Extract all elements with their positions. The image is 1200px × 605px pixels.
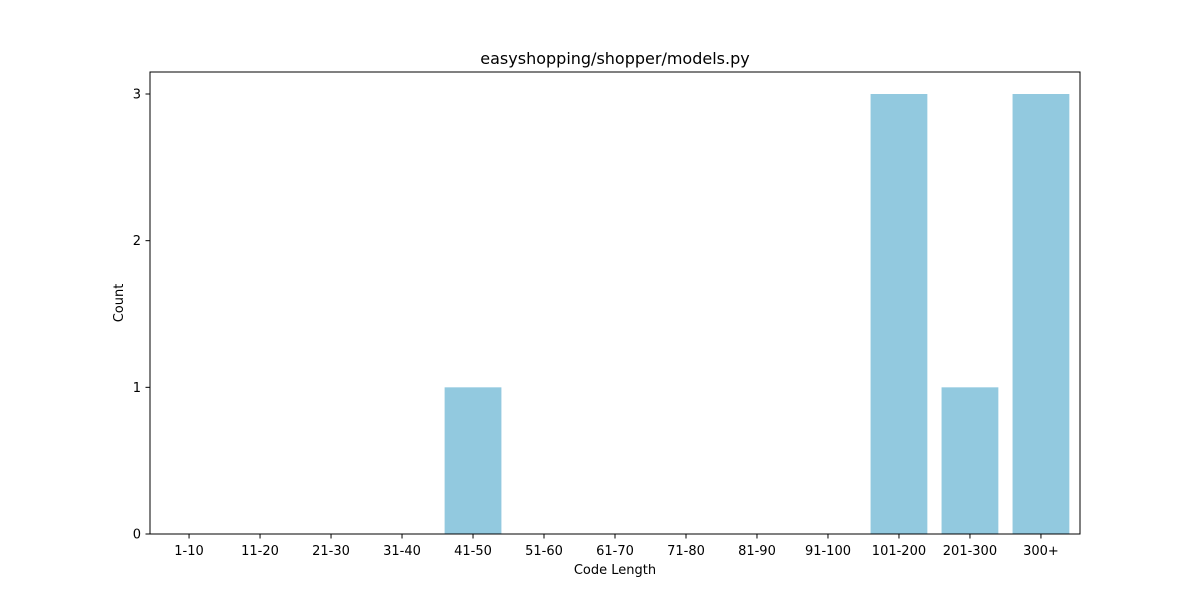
x-tick-label: 21-30 bbox=[312, 544, 350, 559]
x-tick-label: 51-60 bbox=[525, 544, 563, 559]
y-tick-label: 1 bbox=[133, 381, 141, 396]
bar-300+ bbox=[1012, 94, 1070, 534]
y-axis-label: Count bbox=[112, 284, 127, 323]
x-tick-label: 11-20 bbox=[241, 544, 279, 559]
x-tick-label: 201-300 bbox=[943, 544, 997, 559]
x-tick-label: 31-40 bbox=[383, 544, 421, 559]
x-tick-label: 101-200 bbox=[872, 544, 926, 559]
y-tick-label: 2 bbox=[133, 234, 141, 249]
y-axis: 0 1 2 3 bbox=[133, 88, 150, 543]
x-axis-label: Code Length bbox=[574, 563, 656, 578]
bar-41-50 bbox=[444, 387, 502, 534]
bar-201-300 bbox=[941, 387, 999, 534]
x-tick-label: 71-80 bbox=[667, 544, 705, 559]
x-tick-label: 61-70 bbox=[596, 544, 634, 559]
plot-area-frame bbox=[149, 71, 1081, 535]
x-axis: 1-10 11-20 21-30 31-40 41-50 51-60 61-70 71-80 8… bbox=[174, 534, 1059, 559]
x-tick-label: 41-50 bbox=[454, 544, 492, 559]
y-tick-label: 3 bbox=[133, 88, 141, 103]
x-tick-label: 91-100 bbox=[805, 544, 851, 559]
y-tick-label: 0 bbox=[133, 528, 141, 543]
x-tick-label: 1-10 bbox=[174, 544, 204, 559]
bar-101-200 bbox=[870, 94, 928, 534]
x-tick-label: 81-90 bbox=[738, 544, 776, 559]
x-tick-label: 300+ bbox=[1023, 544, 1059, 559]
chart-title: easyshopping/shopper/models.py bbox=[480, 49, 749, 68]
bars-layer bbox=[444, 94, 1070, 534]
